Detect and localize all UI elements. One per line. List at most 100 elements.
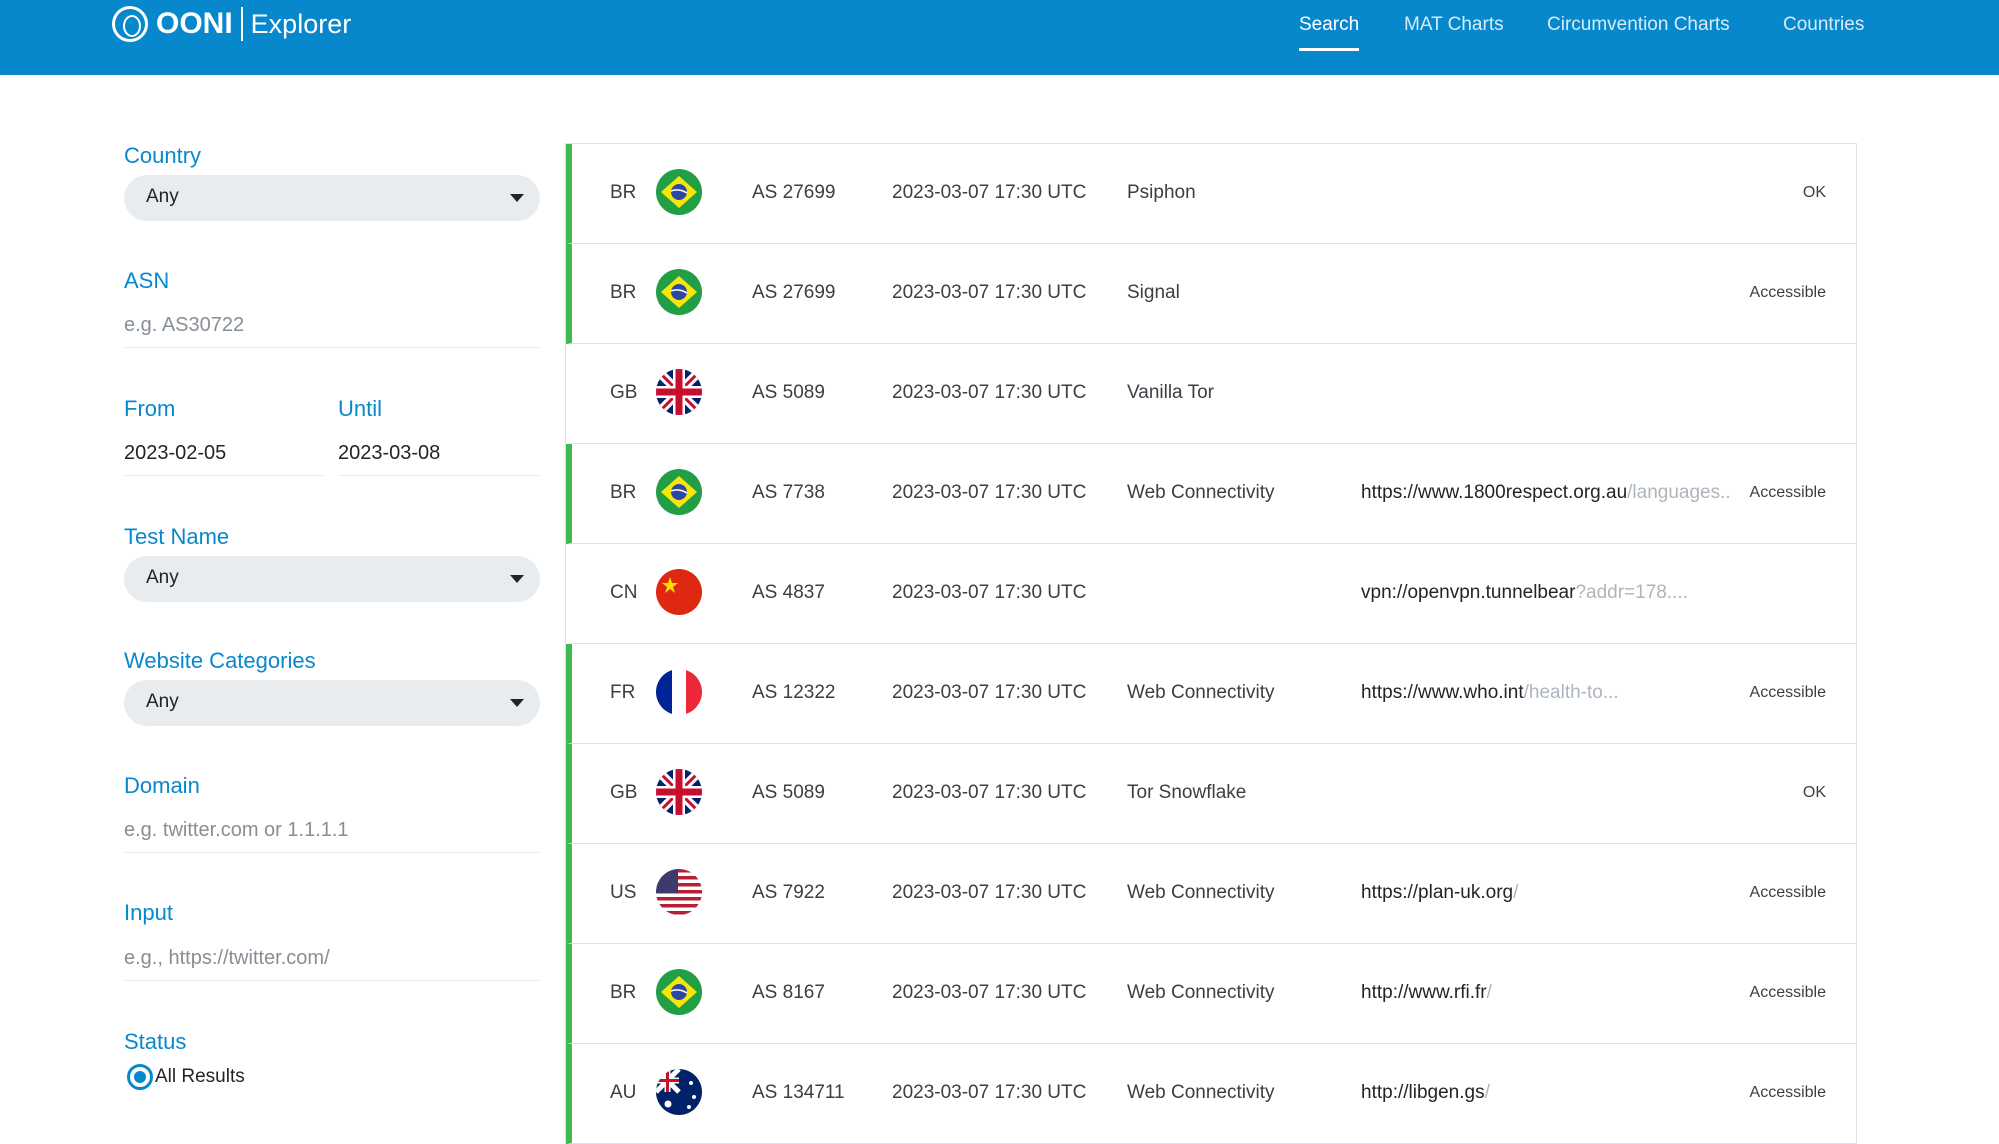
url-input[interactable]: e.g., https://twitter.com/	[124, 941, 540, 981]
url-domain: vpn://openvpn.tunnelbear	[1361, 582, 1576, 603]
measurement-date: 2023-03-07 17:30 UTC	[892, 982, 1087, 1003]
asn-input[interactable]: e.g. AS30722	[124, 308, 540, 348]
result-row[interactable]: BR AS 27699 2023-03-07 17:30 UTC Signal Acce…	[566, 244, 1856, 344]
from-label: From	[124, 396, 176, 421]
ooni-logo-icon	[112, 6, 148, 42]
test-name-label: Test Name	[124, 524, 230, 549]
measurement-date: 2023-03-07 17:30 UTC	[892, 382, 1087, 403]
flag-usa-icon	[656, 869, 702, 915]
result-row[interactable]: GB AS 5089 2023-03-07 17:30 UTC Tor Snowfla…	[566, 744, 1856, 844]
country-code: CN	[610, 582, 638, 603]
url-path: /	[1486, 982, 1492, 1003]
status-badge: Accessible	[1749, 884, 1826, 901]
status-badge: Accessible	[1749, 984, 1826, 1001]
domain-input[interactable]: e.g. twitter.com or 1.1.1.1	[124, 813, 540, 853]
test-name: Web Connectivity	[1127, 482, 1275, 503]
asn: AS 5089	[752, 782, 825, 803]
result-row[interactable]: FR AS 12322 2023-03-07 17:30 UTC Web Connec…	[566, 644, 1856, 744]
status-badge: OK	[1802, 184, 1826, 201]
flag-china-icon	[656, 569, 702, 615]
result-row[interactable]: AU AS 134711 2023-03-07 17:30 UTC Web Conne…	[566, 1044, 1856, 1144]
result-row[interactable]: BR AS 27699 2023-03-07 17:30 UTC Psiphon OK	[566, 144, 1856, 244]
result-row[interactable]: BR AS 8167 2023-03-07 17:30 UTC Web Connect…	[566, 944, 1856, 1044]
test-name-value: Any	[146, 567, 179, 588]
flag-brazil-icon	[656, 169, 702, 215]
status-badge: OK	[1802, 784, 1826, 801]
website-categories-select[interactable]: Any	[124, 680, 540, 726]
asn: AS 8167	[752, 982, 825, 1003]
test-name: Web Connectivity	[1127, 982, 1275, 1003]
measurement-date: 2023-03-07 17:30 UTC	[892, 582, 1087, 603]
flag-brazil-icon	[656, 469, 702, 515]
asn: AS 12322	[752, 682, 836, 703]
nav-circumvention-charts[interactable]: Circumvention Charts	[1547, 14, 1730, 35]
url-path: /health-to...	[1523, 682, 1619, 703]
result-row[interactable]: GB AS 5089 2023-03-07 17:30 UTC Vanilla Tor	[566, 344, 1856, 444]
url-path: /	[1513, 882, 1519, 903]
test-name: Psiphon	[1127, 182, 1196, 203]
test-name: Signal	[1127, 282, 1180, 303]
input-label: Input	[124, 900, 173, 925]
status-radio-all-results[interactable]: All Results	[127, 1064, 245, 1090]
ooni-explorer-logo[interactable]: OONI Explorer	[112, 6, 351, 42]
country-code: BR	[610, 182, 637, 203]
top-navbar: OONI Explorer Search MAT Charts Circumve…	[0, 0, 1999, 75]
measurement-date: 2023-03-07 17:30 UTC	[892, 682, 1087, 703]
result-row[interactable]: CN AS 4837 2023-03-07 17:30 UTC vpn://openv…	[566, 544, 1856, 644]
test-name: Web Connectivity	[1127, 882, 1275, 903]
flag-france-icon	[656, 669, 702, 715]
asn: AS 7738	[752, 482, 825, 503]
test-name: Tor Snowflake	[1127, 782, 1247, 803]
url-domain: http://libgen.gs	[1361, 1082, 1485, 1103]
measurement-input: http://libgen.gs/	[1361, 1082, 1490, 1104]
status-badge: Accessible	[1749, 684, 1826, 701]
asn: AS 134711	[752, 1082, 845, 1103]
status-badge: Accessible	[1749, 484, 1826, 501]
chevron-down-icon	[510, 575, 524, 583]
result-row[interactable]: US AS 7922 2023-03-07 17:30 UTC Web Connect…	[566, 844, 1856, 944]
until-date-input[interactable]: 2023-03-08	[338, 436, 540, 476]
nav-search[interactable]: Search	[1299, 14, 1360, 51]
country-code: BR	[610, 982, 637, 1003]
from-date-input[interactable]: 2023-02-05	[124, 436, 324, 476]
asn: AS 27699	[752, 282, 836, 303]
domain-label: Domain	[124, 773, 200, 798]
url-domain: https://www.1800respect.org.au	[1361, 482, 1628, 503]
website-categories-value: Any	[146, 691, 179, 712]
nav-mat-charts[interactable]: MAT Charts	[1404, 14, 1504, 35]
flag-brazil-icon	[656, 269, 702, 315]
asn: AS 4837	[752, 582, 825, 603]
country-code: BR	[610, 282, 637, 303]
asn: AS 27699	[752, 182, 836, 203]
measurement-input: vpn://openvpn.tunnelbear?addr=178....	[1361, 582, 1688, 604]
measurement-date: 2023-03-07 17:30 UTC	[892, 882, 1087, 903]
logo-product: Explorer	[250, 8, 352, 39]
country-code: US	[610, 882, 637, 903]
result-row[interactable]: BR AS 7738 2023-03-07 17:30 UTC Web Connect…	[566, 444, 1856, 544]
measurement-date: 2023-03-07 17:30 UTC	[892, 182, 1087, 203]
country-select[interactable]: Any	[124, 175, 540, 221]
status-badge: Accessible	[1749, 1084, 1826, 1101]
until-label: Until	[338, 396, 383, 421]
test-name-select[interactable]: Any	[124, 556, 540, 602]
country-code: BR	[610, 482, 637, 503]
measurement-date: 2023-03-07 17:30 UTC	[892, 782, 1087, 803]
flag-uk-icon	[656, 369, 702, 415]
measurement-date: 2023-03-07 17:30 UTC	[892, 282, 1087, 303]
website-categories-label: Website Categories	[124, 648, 316, 673]
test-name: Web Connectivity	[1127, 682, 1275, 703]
country-code: GB	[610, 382, 638, 403]
country-code: FR	[610, 682, 636, 703]
measurement-input: https://plan-uk.org/	[1361, 882, 1518, 904]
measurement-input: https://www.who.int/health-to...	[1361, 682, 1619, 704]
url-domain: https://www.who.int	[1361, 682, 1524, 703]
url-domain: https://plan-uk.org	[1361, 882, 1514, 903]
country-code: AU	[610, 1082, 637, 1103]
radio-selected-icon	[127, 1064, 153, 1090]
nav-countries[interactable]: Countries	[1783, 14, 1865, 35]
measurement-input: https://www.1800respect.org.au/languages…	[1361, 482, 1731, 504]
country-code: GB	[610, 782, 638, 803]
logo-brand: OONI	[156, 7, 233, 40]
url-path: ?addr=178....	[1575, 582, 1688, 603]
measurement-date: 2023-03-07 17:30 UTC	[892, 482, 1087, 503]
